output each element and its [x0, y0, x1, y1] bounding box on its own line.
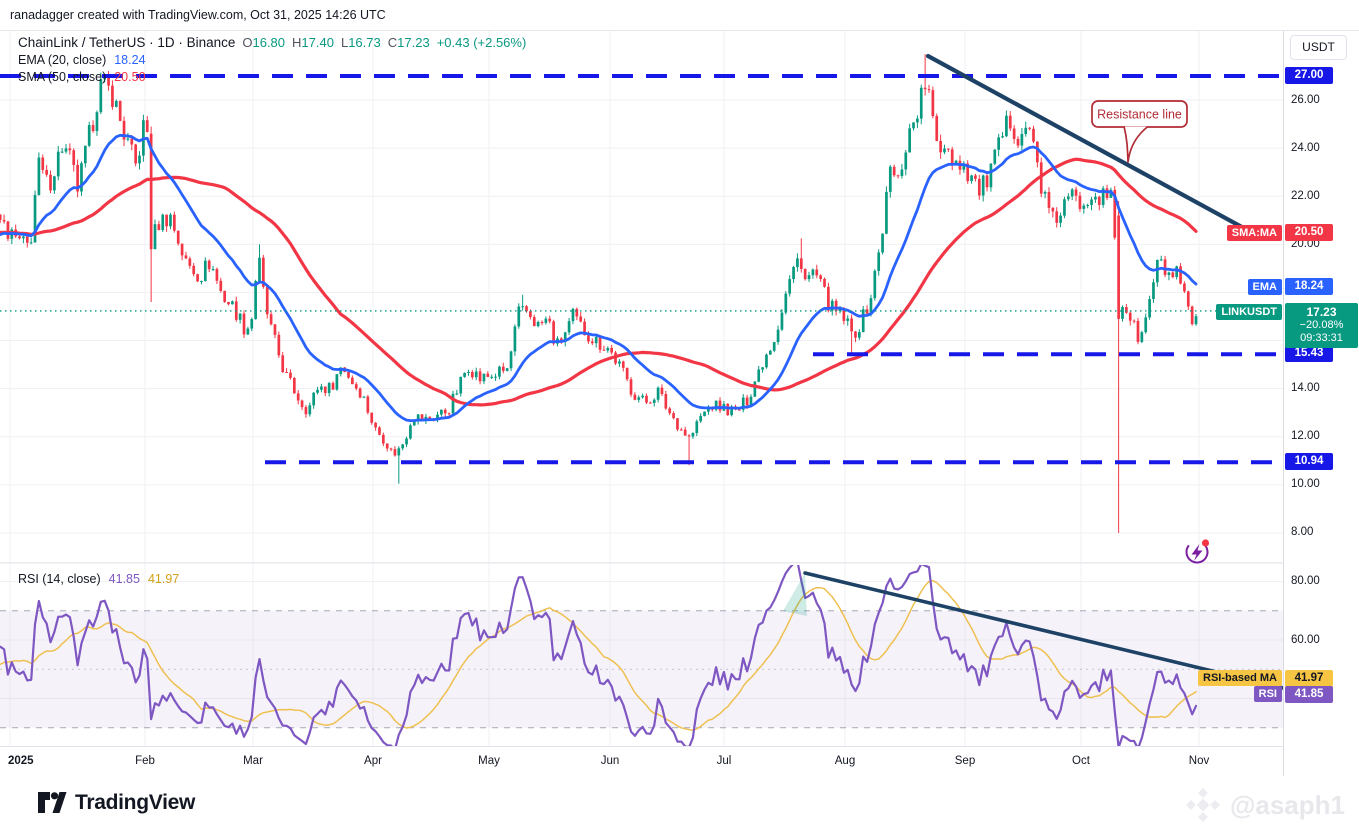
- sma-price-label: 20.50: [1285, 224, 1333, 241]
- price-axis[interactable]: USDT 26.0024.0022.0020.0018.0016.0014.00…: [1283, 31, 1359, 776]
- last-price-label: 17.23 −20.08% 09:33:31: [1285, 303, 1358, 348]
- rsi-line[interactable]: [0, 561, 1198, 746]
- last-price-value: 17.23: [1306, 305, 1337, 319]
- rsi-axis-label: 41.85: [1285, 686, 1333, 703]
- rsi-trendline[interactable]: [783, 571, 1283, 690]
- axis-tick: 24.00: [1291, 141, 1320, 154]
- axis-tick: 80.00: [1291, 575, 1320, 587]
- resistance-level-label[interactable]: 27.00: [1285, 67, 1333, 84]
- time-axis-label: Sep: [954, 755, 976, 767]
- chart-plot[interactable]: Resistance line: [0, 31, 1283, 746]
- ema-series-tag: EMA: [1247, 279, 1282, 295]
- time-axis-label: May: [478, 755, 500, 767]
- boost-icon[interactable]: [1182, 537, 1211, 566]
- axis-tick: 22.00: [1291, 189, 1320, 202]
- time-axis[interactable]: 2025 Feb Mar Apr May Jun Jul Aug Sep Oct Nov: [0, 746, 1283, 776]
- support-low-label[interactable]: 10.94: [1285, 453, 1333, 470]
- attribution-bar: ranadagger created with TradingView.com,…: [0, 0, 1359, 30]
- footer-bar: TradingView @asaph1: [0, 776, 1359, 833]
- watermark-handle: @asaph1: [1230, 789, 1345, 820]
- time-axis-label: Nov: [1188, 755, 1210, 767]
- resistance-callout-text: Resistance line: [1097, 108, 1182, 122]
- notification-dot: [1201, 539, 1210, 547]
- sma-series-tag: SMA:MA: [1226, 225, 1282, 241]
- lightning-bolt-icon: [1191, 544, 1203, 561]
- axis-tick: 14.00: [1291, 382, 1320, 395]
- rsi-band: [0, 562, 1283, 729]
- attribution-text: ranadagger created with TradingView.com,…: [10, 8, 386, 22]
- rsi-series-tag: RSI: [1253, 686, 1282, 702]
- gridlines: [0, 31, 1283, 746]
- session-change-value: −20.08%: [1299, 319, 1344, 331]
- binance-logo-icon: [1186, 788, 1220, 822]
- time-axis-label: Jun: [600, 755, 620, 767]
- time-axis-label: 2025: [8, 755, 34, 767]
- rsi-divergence-wedge: [783, 573, 807, 616]
- tradingview-brand-text: TradingView: [75, 791, 196, 814]
- ema-price-label: 18.24: [1285, 278, 1333, 295]
- price-trendline[interactable]: [925, 53, 1265, 241]
- time-axis-label: Oct: [1072, 755, 1090, 767]
- symbol-series-tag: LINKUSDT: [1216, 304, 1282, 320]
- currency-toggle-button[interactable]: USDT: [1290, 35, 1347, 60]
- time-axis-label: Feb: [135, 755, 155, 767]
- resistance-callout[interactable]: Resistance line: [1091, 100, 1188, 163]
- time-axis-label: Apr: [364, 755, 382, 767]
- axis-tick: 26.00: [1291, 93, 1320, 106]
- axis-tick: 8.00: [1291, 526, 1314, 539]
- ema-line[interactable]: [0, 133, 1198, 422]
- rsi-ma-value: 41.97: [147, 572, 180, 586]
- chart-region: Resistance line ChainLink / TetherUS · 1…: [0, 30, 1359, 776]
- rsi-legend-row[interactable]: RSI (14, close) 41.85 41.97: [18, 572, 179, 586]
- author-watermark: @asaph1: [1182, 784, 1345, 826]
- rsi-ma-line[interactable]: [0, 579, 1197, 731]
- rsi-ma-series-tag: RSI-based MA: [1198, 670, 1282, 686]
- time-axis-label: Jul: [716, 755, 732, 767]
- axis-tick: 10.00: [1291, 478, 1320, 491]
- rsi-value: 41.85: [108, 572, 140, 586]
- support-mid-label[interactable]: 15.43: [1285, 345, 1333, 362]
- tradingview-logo-icon: [38, 792, 67, 813]
- axis-tick: 12.00: [1291, 430, 1320, 443]
- rsi-ma-axis-label: 41.97: [1285, 670, 1333, 687]
- bar-countdown: 09:33:31: [1300, 332, 1343, 344]
- tradingview-logo[interactable]: TradingView: [37, 790, 195, 816]
- time-axis-label: Aug: [834, 755, 856, 767]
- axis-tick: 60.00: [1291, 633, 1320, 646]
- sma-line[interactable]: [0, 157, 1198, 407]
- time-axis-label: Mar: [243, 755, 263, 767]
- rsi-label: RSI (14, close): [18, 572, 101, 586]
